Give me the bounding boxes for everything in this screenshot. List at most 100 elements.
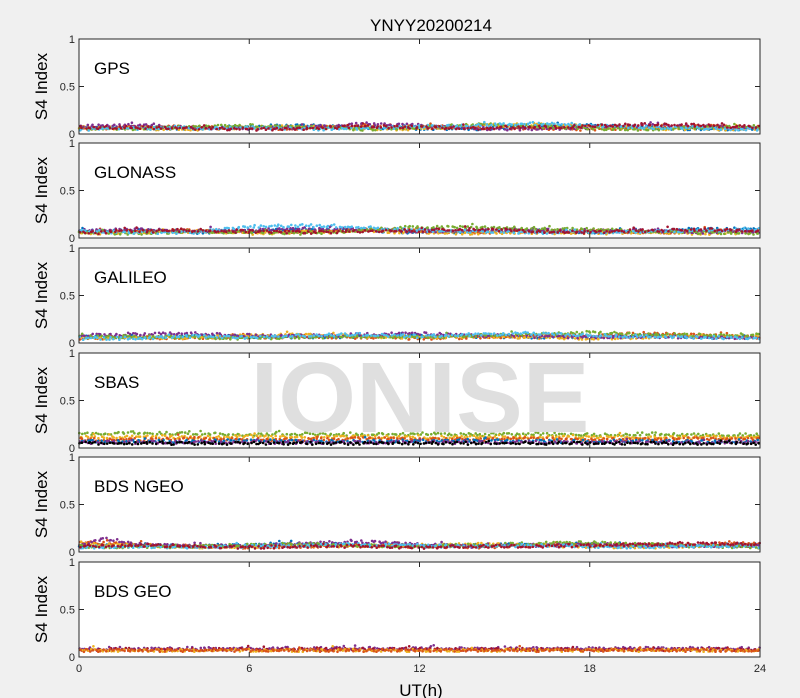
data-point	[743, 124, 746, 127]
data-point	[605, 125, 608, 128]
data-point	[754, 126, 758, 129]
data-point	[505, 228, 508, 231]
data-point	[144, 123, 148, 126]
data-point	[325, 336, 329, 339]
data-point	[447, 229, 451, 232]
data-point	[609, 124, 612, 127]
data-point	[689, 228, 693, 231]
data-point	[502, 122, 505, 125]
data-point	[404, 128, 407, 131]
data-point	[610, 331, 614, 335]
data-point	[523, 230, 526, 234]
data-point	[353, 229, 356, 232]
data-point	[441, 126, 444, 129]
data-point	[294, 224, 297, 227]
data-point	[633, 128, 637, 131]
data-point	[408, 127, 412, 130]
data-point	[698, 232, 702, 235]
data-point	[465, 337, 468, 340]
data-point	[499, 125, 503, 128]
data-point	[495, 232, 498, 235]
data-point	[150, 228, 153, 232]
data-point	[486, 230, 490, 233]
data-point	[489, 126, 492, 129]
data-point	[685, 332, 689, 336]
data-point	[312, 225, 315, 229]
data-point	[210, 231, 214, 234]
data-point	[469, 231, 472, 234]
data-point	[430, 338, 433, 341]
data-point	[640, 126, 643, 130]
data-point	[627, 126, 630, 130]
data-point	[132, 334, 136, 338]
data-point	[410, 229, 414, 233]
data-point	[744, 128, 748, 132]
data-point	[426, 336, 430, 340]
data-point	[666, 332, 669, 336]
data-point	[187, 229, 191, 232]
data-point	[314, 231, 318, 234]
data-point	[108, 126, 112, 130]
data-point	[135, 226, 138, 229]
data-point	[356, 230, 360, 234]
data-point	[342, 127, 346, 131]
data-point	[684, 122, 688, 125]
data-point	[729, 126, 733, 129]
data-point	[586, 127, 589, 131]
data-point	[155, 126, 158, 129]
data-point	[506, 128, 509, 132]
data-point	[366, 124, 370, 127]
data-point	[329, 231, 333, 235]
data-point	[434, 125, 438, 129]
data-point	[691, 334, 695, 338]
data-point	[146, 229, 149, 233]
data-point	[699, 124, 703, 128]
data-point	[673, 123, 676, 127]
data-point	[593, 125, 597, 129]
data-point	[91, 332, 94, 336]
data-point	[288, 127, 291, 131]
data-point	[712, 124, 716, 127]
panel-label: GPS	[94, 59, 130, 78]
data-point	[404, 331, 407, 335]
data-point	[201, 229, 205, 232]
data-point	[149, 125, 153, 129]
data-point	[458, 127, 461, 130]
data-point	[455, 127, 458, 131]
data-point	[647, 229, 650, 232]
data-point	[345, 127, 348, 131]
data-point	[398, 229, 401, 232]
data-point	[462, 127, 466, 131]
data-point	[571, 226, 574, 230]
data-point	[109, 230, 113, 234]
data-point	[632, 230, 635, 233]
data-point	[510, 229, 513, 233]
data-point	[589, 228, 592, 232]
data-point	[127, 122, 130, 126]
data-point	[583, 335, 586, 338]
data-point	[692, 332, 696, 336]
data-point	[752, 124, 756, 127]
data-point	[170, 332, 173, 336]
data-point	[250, 127, 254, 130]
data-point	[451, 229, 455, 232]
data-point	[179, 227, 183, 230]
data-point	[149, 128, 152, 131]
data-point	[748, 125, 752, 128]
data-point	[737, 232, 741, 235]
data-point	[513, 228, 516, 232]
data-point	[350, 225, 354, 228]
data-point	[141, 125, 145, 128]
data-point	[196, 230, 200, 233]
data-point	[254, 231, 257, 234]
data-point	[400, 230, 404, 233]
data-point	[458, 224, 462, 228]
data-point	[337, 229, 340, 233]
data-point	[224, 230, 228, 233]
data-point	[508, 122, 511, 126]
data-point	[531, 230, 535, 233]
data-point	[719, 128, 723, 131]
data-point	[477, 128, 480, 131]
data-point	[235, 228, 238, 231]
